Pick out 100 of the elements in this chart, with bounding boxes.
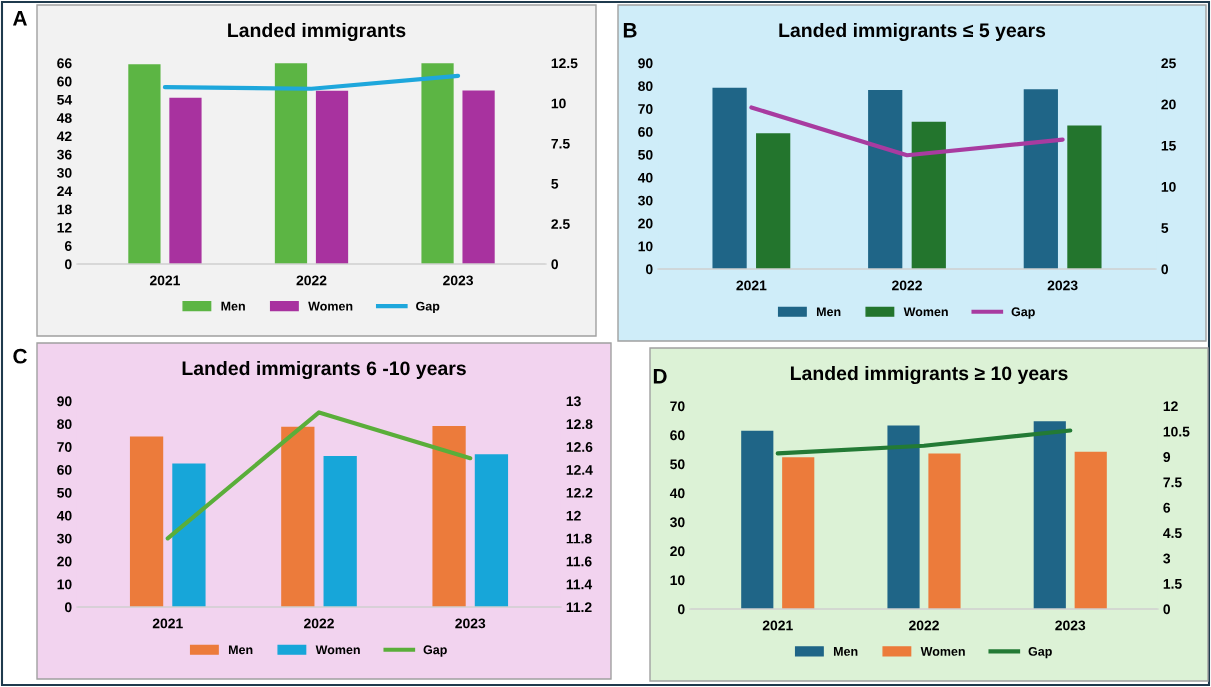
y2-tick-label: 10	[551, 98, 566, 109]
y2-tick-label: 12.5	[551, 58, 578, 69]
bar	[782, 457, 815, 609]
y-tick-label: 20	[670, 546, 685, 557]
x-tick-label: 2023	[1047, 280, 1078, 291]
y-tick-label: 70	[638, 104, 653, 114]
y-tick-label: 70	[57, 442, 72, 452]
y-tick-label: 40	[637, 172, 653, 183]
bar	[323, 455, 357, 607]
y-tick-label: 12	[57, 222, 72, 233]
bar	[462, 90, 495, 264]
x-tick-label: 2022	[892, 280, 922, 291]
y2-tick-label: 13	[566, 396, 581, 407]
y2-tick-label: 9	[1163, 452, 1171, 462]
x-tick-label: 2022	[296, 275, 327, 286]
y-tick-label: 80	[57, 419, 72, 430]
x-tick-label: 2023	[1055, 620, 1086, 631]
text: C	[13, 348, 27, 364]
y2-tick-label: 7.5	[551, 138, 570, 149]
legend-label: Men	[833, 647, 858, 656]
y-tick-label: 30	[638, 195, 653, 206]
y-tick-label: 50	[638, 149, 653, 160]
bar	[421, 63, 454, 264]
legend-label: Gap	[1011, 307, 1035, 319]
y2-tick-label: 12.4	[566, 465, 593, 475]
bar	[474, 454, 509, 607]
bar	[911, 121, 946, 269]
y2-tick-label: 12	[1163, 401, 1178, 412]
bar	[887, 425, 920, 609]
y2-tick-label: 0	[551, 259, 559, 270]
chart-title: Landed immigrants ≥ 10 years	[790, 365, 1068, 385]
y2-tick-label: 12	[566, 510, 581, 521]
legend-label: Women	[315, 645, 360, 655]
y2-tick-label: 2.5	[551, 219, 570, 229]
x-tick-label: 2021	[152, 618, 183, 629]
text: A	[12, 11, 27, 26]
bar	[1033, 421, 1066, 609]
y-tick-label: 60	[57, 465, 72, 475]
y2-tick-label: 11.4	[566, 579, 593, 590]
y2-tick-label: 7.5	[1163, 477, 1182, 488]
y-tick-label: 30	[57, 533, 72, 544]
y2-tick-label: 6	[1163, 502, 1171, 513]
bar	[315, 90, 349, 264]
x-tick-label: 2023	[443, 275, 474, 286]
y-tick-label: 18	[57, 204, 72, 215]
bar	[274, 63, 308, 264]
y-tick-label: 0	[645, 264, 653, 275]
bar	[172, 463, 206, 607]
y-tick-label: 24	[57, 186, 73, 196]
x-tick-label: 2021	[736, 280, 767, 291]
y-tick-label: 70	[670, 401, 685, 412]
y-tick-label: 40	[669, 488, 685, 499]
legend-label: Men	[816, 307, 841, 317]
bar	[281, 426, 315, 607]
y-tick-label: 66	[57, 58, 72, 69]
legend-label: Gap	[423, 645, 447, 657]
y2-tick-label: 1.5	[1163, 579, 1182, 589]
y2-tick-label: 11.8	[566, 533, 592, 544]
y-tick-label: 40	[56, 510, 72, 521]
legend-label: Women	[903, 307, 948, 317]
y2-tick-label: 4.5	[1163, 528, 1182, 539]
y2-tick-label: 0	[1163, 604, 1171, 615]
text: B	[623, 23, 637, 38]
y2-tick-label: 25	[1161, 58, 1176, 69]
y-tick-label: 10	[638, 241, 653, 252]
y-tick-label: 0	[677, 604, 685, 615]
bar	[169, 97, 202, 264]
legend-label: Gap	[416, 301, 440, 314]
y-tick-label: 10	[670, 575, 685, 586]
y2-tick-label: 11.6	[566, 556, 592, 567]
y-tick-label: 50	[670, 459, 685, 470]
bar	[756, 133, 791, 269]
y-tick-label: 36	[57, 149, 72, 160]
bar	[1067, 125, 1102, 269]
chart-title: Landed immigrants 6 -10 years	[182, 360, 466, 380]
legend-label: Men	[228, 645, 253, 655]
x-tick-label: 2022	[909, 620, 939, 631]
y2-tick-label: 10	[1161, 181, 1176, 192]
y2-tick-label: 5	[551, 179, 559, 189]
y2-tick-label: 5	[1161, 223, 1169, 233]
y-tick-label: 60	[638, 127, 653, 137]
y2-tick-label: 12.6	[566, 442, 593, 452]
text: D	[653, 369, 667, 384]
y2-tick-label: 12.8	[566, 419, 593, 430]
bar	[712, 87, 747, 269]
y2-tick-label: 0	[1161, 264, 1169, 275]
y-tick-label: 0	[64, 602, 72, 613]
y-tick-label: 10	[57, 579, 72, 590]
y2-tick-label: 3	[1163, 553, 1171, 564]
legend-label: Women	[308, 301, 353, 311]
chart-title: Landed immigrants ≤ 5 years	[779, 22, 1046, 42]
y2-tick-label: 10.5	[1163, 426, 1190, 437]
y-tick-label: 20	[638, 218, 653, 229]
legend-label: Men	[221, 301, 245, 311]
bar	[868, 90, 903, 269]
y-tick-label: 90	[57, 396, 72, 407]
y-tick-label: 60	[57, 76, 72, 87]
bar	[741, 430, 774, 609]
bar	[128, 64, 161, 264]
y2-tick-label: 12.2	[566, 487, 593, 498]
